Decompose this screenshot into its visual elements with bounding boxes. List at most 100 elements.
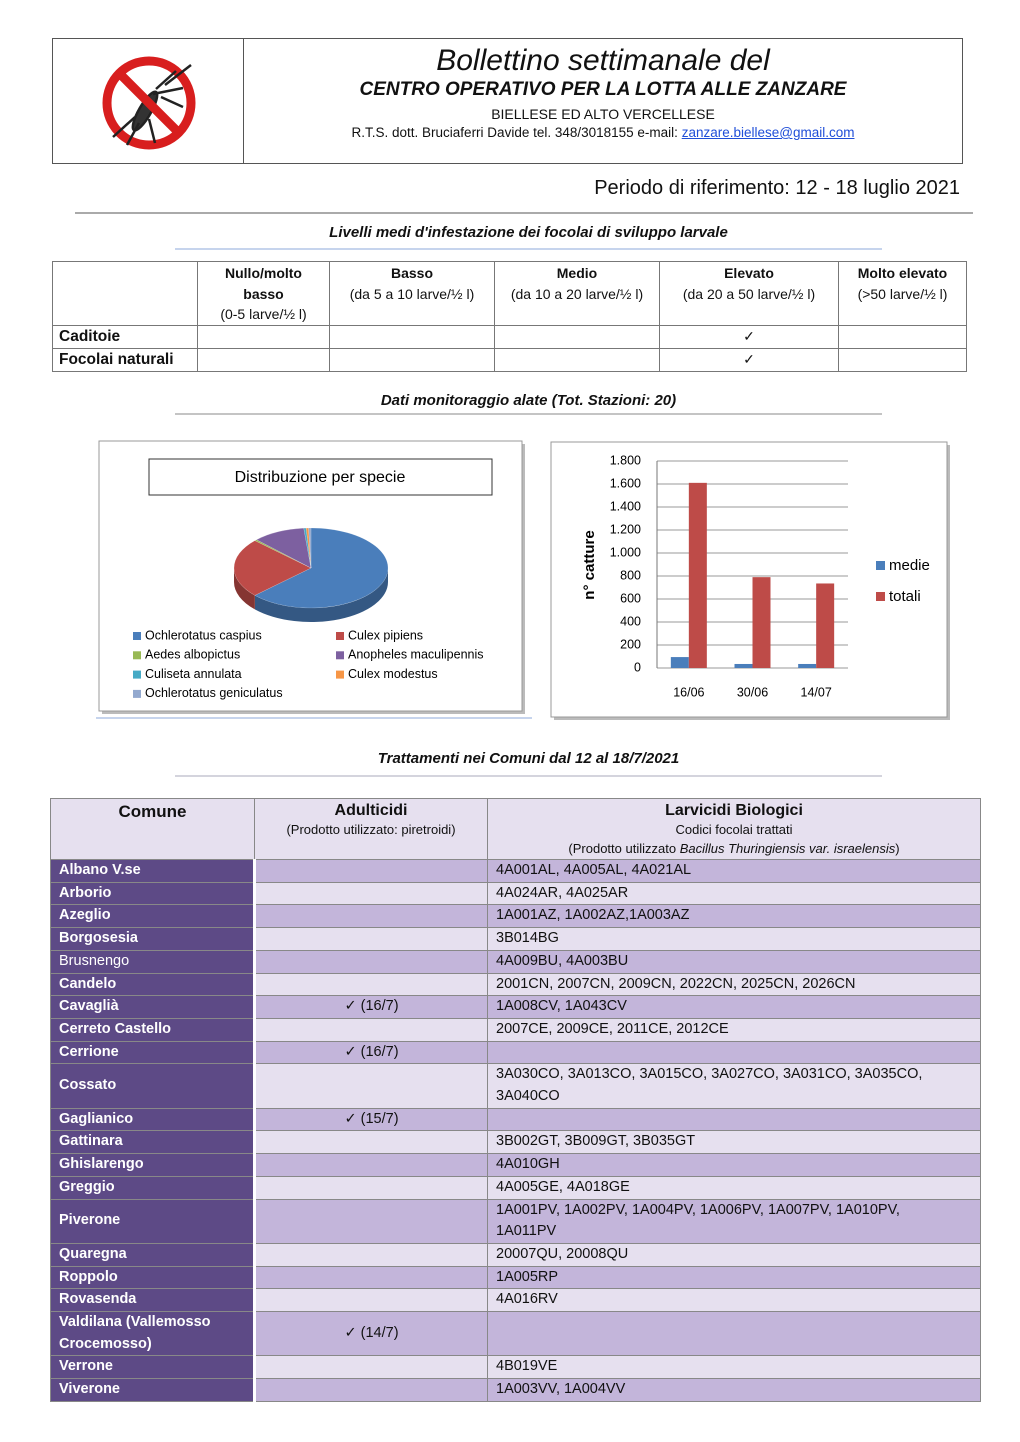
larvicidi: [487, 1311, 981, 1357]
header-cell: Comune: [50, 798, 255, 860]
column-name: Adulticidi: [334, 802, 408, 819]
larvicidi: 4A005GE, 4A018GE: [487, 1175, 981, 1200]
adulticidi: [254, 1242, 488, 1267]
cell: [838, 324, 967, 349]
x-tick-label: 30/06: [737, 685, 768, 699]
email-link[interactable]: zanzare.biellese@gmail.com: [681, 125, 855, 140]
comune: Cossato: [50, 1063, 256, 1109]
row: Caditoie ✓: [52, 324, 967, 349]
header-row: Comune Adulticidi (Prodotto utilizzato: pi…: [50, 798, 981, 860]
larvicidi: 4A016RV: [487, 1288, 981, 1313]
legend-label: Culiseta annulata: [145, 667, 242, 681]
legend-swatch: [133, 651, 141, 660]
section-title: Dati monitoraggio alate (Tot. Stazioni: …: [380, 392, 677, 409]
pie-slice: [254, 527, 389, 609]
row: Viverone 1A003VV, 1A004VV: [50, 1378, 981, 1402]
larvicidi: 4A009BU, 4A003BU: [487, 949, 981, 974]
comune: Valdilana (Vallemosso Crocemosso): [50, 1311, 256, 1357]
x-tick-label: 16/06: [673, 685, 704, 699]
y-tick-label: 1.400: [610, 499, 641, 513]
comune: Viverone: [50, 1378, 256, 1402]
note-part: Bacillus Thuringiensis var. israelensis: [679, 841, 896, 856]
row: Cerrione ✓ (16/7): [50, 1040, 981, 1065]
cell: ✓: [659, 347, 839, 372]
bar: [734, 663, 753, 668]
legend-label: medie: [889, 557, 930, 574]
row: Arborio 4A024AR, 4A025AR: [50, 881, 981, 906]
adulticidi: [254, 1063, 488, 1109]
y-tick-label: 0: [634, 660, 641, 674]
row-label: Caditoie: [52, 324, 198, 349]
comune: Albano V.se: [50, 859, 256, 883]
header: Bollettino settimanale del CENTRO OPERAT…: [52, 38, 963, 164]
adulticidi: [254, 972, 488, 997]
legend-swatch: [336, 632, 344, 640]
bar: [798, 663, 817, 668]
adulticidi: [254, 1175, 488, 1200]
pie-title-box: [148, 458, 493, 496]
column-detail: (>50 larve/½ l): [857, 285, 948, 302]
comune: Gattinara: [50, 1130, 256, 1155]
adulticidi: ✓ (16/7): [254, 1040, 488, 1065]
pie-side: [254, 568, 388, 622]
header-row: Nullo/molto basso (0-5 larve/½ l) Basso (da…: [52, 261, 967, 326]
column-detail: (da 5 a 10 larve/½ l): [349, 285, 475, 302]
larvicidi: 1A001AZ, 1A002AZ,1A003AZ: [487, 904, 981, 929]
larvicidi: [487, 1107, 981, 1132]
row: Verrone 4B019VE: [50, 1355, 981, 1380]
adulticidi: [254, 1355, 488, 1380]
y-tick-label: 1.000: [610, 545, 641, 559]
contact: R.T.S. dott. Bruciaferri Davide tel. 348…: [351, 125, 678, 140]
y-tick-label: 1.800: [610, 453, 641, 467]
legend-label: Anopheles maculipennis: [348, 648, 484, 662]
header-cell: [52, 261, 198, 326]
y-tick-label: 800: [620, 568, 641, 582]
column-sub: Codici focolai trattati: [675, 822, 793, 837]
cell: [197, 347, 330, 372]
larvicidi: 1A003VV, 1A004VV: [487, 1378, 981, 1402]
column-detail: (da 10 a 20 larve/½ l): [510, 285, 644, 302]
row: Gaglianico ✓ (15/7): [50, 1107, 981, 1132]
column-note: (Prodotto utilizzato Bacillus Thuringien…: [494, 839, 974, 858]
pie-slice: [303, 527, 312, 569]
header-cell: Molto elevato (>50 larve/½ l): [838, 261, 967, 326]
shadow: [554, 445, 950, 720]
column-name: Larvicidi Biologici: [665, 802, 803, 819]
bar: [688, 482, 707, 668]
larvicidi: 2007CE, 2009CE, 2011CE, 2012CE: [487, 1017, 981, 1042]
bar: [670, 657, 689, 668]
comune: Arborio: [50, 881, 256, 906]
larvicidi: 20007QU, 20008QU: [487, 1242, 981, 1267]
comune: Cerrione: [50, 1040, 256, 1065]
treatment-table: Comune Adulticidi (Prodotto utilizzato: pi…: [50, 798, 981, 1402]
row: Rovasenda 4A016RV: [50, 1288, 981, 1313]
adulticidi: ✓ (16/7): [254, 995, 488, 1019]
larval-table: Nullo/molto basso (0-5 larve/½ l) Basso (da…: [52, 261, 967, 372]
comune: Piverone: [50, 1198, 256, 1244]
cell: [494, 347, 660, 372]
adulticidi: [254, 949, 488, 974]
row-label: Focolai naturali: [52, 347, 198, 372]
cell: ✓: [659, 324, 839, 349]
legend-swatch: [336, 670, 344, 679]
comune: Cavaglià: [50, 995, 256, 1019]
column-name: Medio: [556, 265, 598, 281]
larvicidi: 4A024AR, 4A025AR: [487, 881, 981, 906]
column-name: Comune: [118, 802, 187, 821]
comune: Ghislarengo: [50, 1153, 256, 1177]
adulticidi: ✓ (14/7): [254, 1311, 488, 1357]
pie-slice: [305, 527, 312, 569]
row: Roppolo 1A005RP: [50, 1265, 981, 1290]
y-tick-label: 400: [620, 614, 641, 628]
legend-label: Aedes albopictus: [145, 648, 240, 662]
larvicidi: 3B014BG: [487, 927, 981, 951]
header-cell: Nullo/molto basso (0-5 larve/½ l): [197, 261, 330, 326]
legend-label: Culex pipiens: [348, 628, 423, 642]
cell: [494, 324, 660, 349]
column-name: Nullo/molto basso: [225, 265, 302, 302]
y-tick-label: 1.200: [610, 522, 641, 536]
cell: [329, 324, 495, 349]
logo-icon: [102, 56, 196, 150]
larvicidi: 4A010GH: [487, 1153, 981, 1177]
